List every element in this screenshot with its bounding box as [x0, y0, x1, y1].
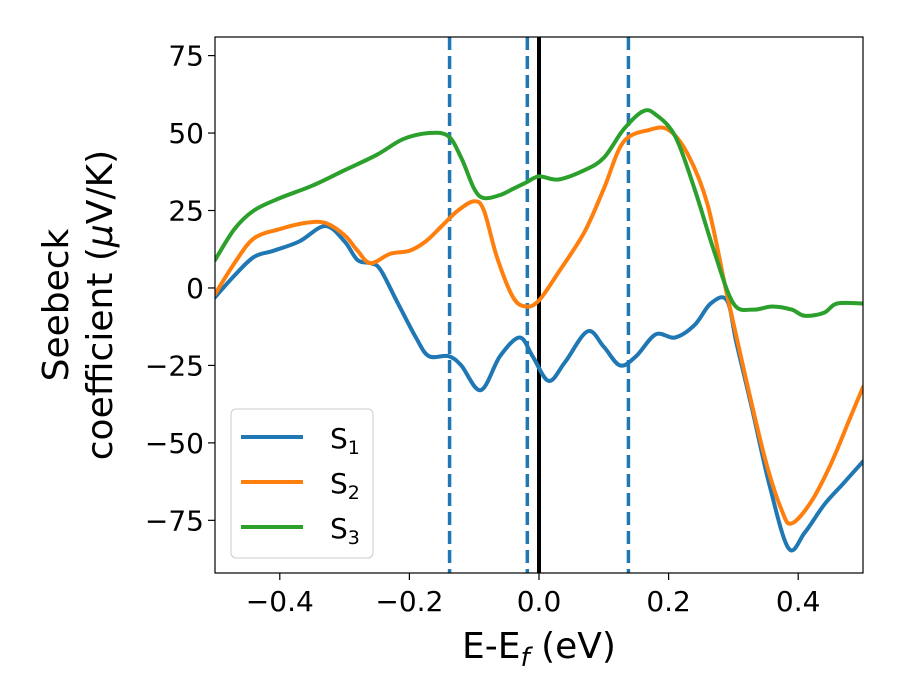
legend-label-s2: S2: [330, 467, 360, 504]
y-tick-label: 75: [168, 40, 204, 73]
y-axis-label: Seebeck coefficient (μV/K): [36, 150, 121, 460]
y-tick-label: 50: [168, 117, 204, 150]
legend-label-s3: S3: [330, 512, 360, 549]
series-layer: [215, 108, 863, 553]
legend: S1 S2 S3: [230, 408, 374, 559]
x-tick-label: 0.4: [776, 585, 821, 618]
y-tick-label: −50: [145, 427, 204, 460]
x-tick-label: 0.0: [517, 585, 562, 618]
series-line-s3: [215, 108, 863, 318]
legend-label-s1: S1: [330, 422, 360, 459]
x-tick-label: 0.2: [646, 585, 691, 618]
y-axis-label-line2: coefficient (μV/K): [80, 150, 121, 460]
y-tick-label: 25: [168, 195, 204, 228]
y-tick-label: −75: [145, 504, 204, 537]
reference-lines: [447, 37, 631, 573]
series-line-s2: [215, 125, 863, 526]
x-tick-label: −0.4: [246, 585, 314, 618]
x-axis: −0.4 −0.2 0.0 0.2 0.4: [246, 573, 821, 618]
y-axis: 75 50 25 0 −25 −50 −75: [145, 40, 215, 537]
x-axis-label: E-Ef (eV): [462, 626, 616, 673]
y-tick-label: −25: [145, 349, 204, 382]
y-axis-label-line1: Seebeck: [36, 228, 77, 381]
y-tick-label: 0: [186, 272, 204, 305]
x-tick-label: −0.2: [375, 585, 443, 618]
